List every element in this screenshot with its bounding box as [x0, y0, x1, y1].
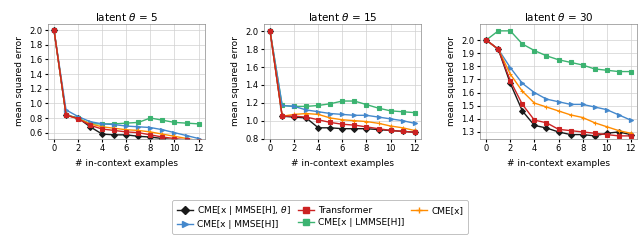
Y-axis label: mean squared error: mean squared error	[231, 36, 240, 126]
X-axis label: # in-context examples: # in-context examples	[291, 159, 394, 168]
X-axis label: # in-context examples: # in-context examples	[507, 159, 610, 168]
Y-axis label: mean squared error: mean squared error	[15, 36, 24, 126]
Y-axis label: mean squared error: mean squared error	[447, 36, 456, 126]
Legend: CME[x | MMSE[H], $\theta$], CME[x | MMSE[H]], Transformer, CME[x | LMMSE[H]], CM: CME[x | MMSE[H], $\theta$], CME[x | MMSE…	[172, 200, 468, 234]
Title: latent $\theta$ = 30: latent $\theta$ = 30	[524, 11, 593, 23]
Title: latent $\theta$ = 5: latent $\theta$ = 5	[95, 11, 158, 23]
Title: latent $\theta$ = 15: latent $\theta$ = 15	[308, 11, 377, 23]
X-axis label: # in-context examples: # in-context examples	[75, 159, 178, 168]
